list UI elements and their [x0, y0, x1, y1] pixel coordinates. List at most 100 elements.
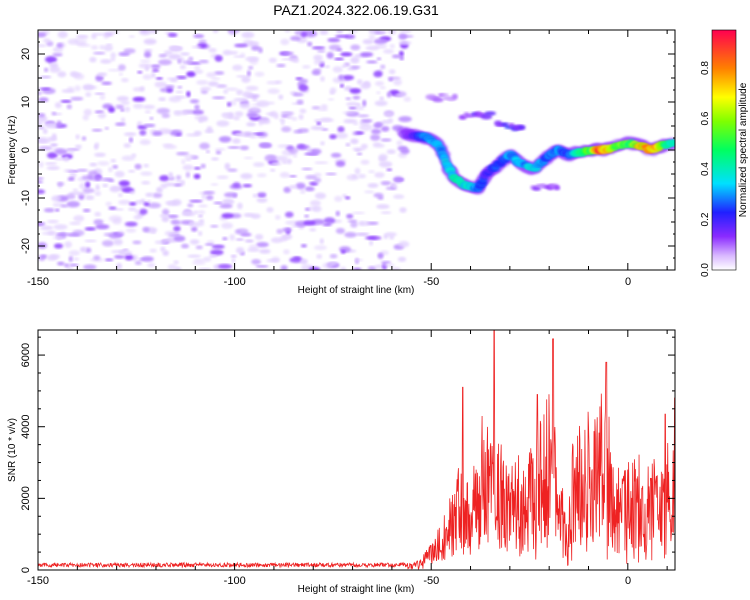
spectrogram-tick-x-0: -150: [27, 276, 49, 288]
noise-speckle: [152, 192, 163, 198]
noise-speckle: [280, 265, 288, 270]
noise-speckle: [231, 258, 236, 263]
snr-tick-y-2: 4000: [20, 414, 32, 438]
noise-speckle: [300, 244, 307, 248]
spectrogram-tick-x-1: -100: [224, 276, 246, 288]
noise-speckle: [122, 248, 129, 252]
noise-speckle: [158, 59, 172, 66]
noise-speckle: [179, 65, 186, 70]
noise-speckle: [303, 220, 316, 226]
noise-speckle: [39, 161, 44, 168]
noise-speckle: [186, 91, 191, 98]
noise-speckle: [334, 195, 343, 202]
noise-speckle: [338, 74, 344, 81]
noise-speckle: [162, 143, 174, 147]
noise-speckle: [320, 104, 328, 110]
noise-speckle: [313, 177, 322, 183]
noise-speckle: [356, 79, 363, 85]
noise-speckle: [268, 57, 277, 63]
noise-speckle: [180, 52, 190, 56]
noise-speckle: [233, 116, 240, 121]
noise-speckle: [280, 111, 294, 116]
noise-speckle: [189, 239, 200, 245]
noise-speckle: [311, 69, 321, 76]
noise-speckle: [376, 91, 381, 95]
noise-speckle: [307, 206, 320, 211]
noise-speckle: [123, 132, 137, 137]
noise-speckle: [198, 267, 212, 270]
noise-speckle: [51, 133, 57, 140]
colorbar-gradient: [712, 30, 736, 270]
noise-speckle: [313, 54, 323, 61]
noise-speckle: [164, 201, 179, 205]
noise-speckle: [168, 172, 174, 179]
noise-speckle: [355, 131, 365, 135]
noise-speckle: [342, 111, 356, 115]
noise-speckle: [223, 192, 238, 198]
snr-ticks: [37, 330, 675, 571]
noise-speckle: [371, 128, 382, 135]
noise-speckle: [205, 150, 210, 154]
noise-speckle: [335, 132, 348, 139]
noise-speckle: [38, 126, 45, 130]
noise-speckle: [358, 114, 370, 118]
noise-speckle: [134, 163, 142, 170]
noise-speckle: [139, 129, 147, 136]
noise-speckle: [255, 265, 269, 268]
noise-speckle: [160, 246, 166, 252]
noise-speckle: [348, 30, 359, 34]
noise-speckle: [256, 242, 269, 248]
noise-speckle: [389, 89, 400, 96]
noise-speckle: [328, 98, 335, 101]
noise-speckle: [252, 193, 258, 198]
colorbar-tick-1: 0.2: [700, 212, 711, 226]
noise-speckle: [97, 112, 107, 119]
noise-speckle: [115, 208, 124, 211]
noise-speckle: [373, 122, 382, 129]
noise-speckle: [383, 234, 388, 240]
noise-speckle: [176, 175, 182, 181]
noise-speckle: [376, 57, 382, 61]
noise-speckle: [259, 249, 271, 254]
noise-speckle: [246, 112, 258, 118]
noise-speckle: [279, 236, 288, 242]
noise-speckle: [110, 52, 116, 59]
noise-speckle: [395, 93, 403, 97]
noise-speckle: [198, 39, 207, 44]
noise-speckle: [369, 240, 374, 246]
noise-speckle: [164, 230, 178, 236]
noise-speckle: [214, 147, 226, 151]
noise-speckle: [128, 137, 134, 143]
noise-speckle: [118, 52, 130, 57]
noise-speckle: [374, 31, 387, 35]
noise-speckle: [189, 220, 194, 227]
noise-speckle: [319, 238, 324, 245]
noise-speckle: [118, 199, 131, 205]
noise-speckle: [346, 101, 360, 107]
noise-speckle: [293, 256, 302, 260]
noise-speckle: [104, 126, 109, 130]
noise-speckle: [93, 51, 106, 55]
noise-speckle: [163, 50, 173, 56]
noise-speckle: [252, 132, 265, 136]
noise-speckle: [147, 202, 161, 209]
noise-speckle: [43, 38, 51, 43]
noise-speckle: [223, 89, 229, 94]
noise-speckle: [236, 89, 244, 96]
spectrogram-tick-x-3: 0: [625, 276, 631, 288]
noise-speckle: [393, 79, 402, 86]
noise-speckle: [103, 44, 114, 52]
noise-speckle: [206, 72, 217, 78]
noise-speckle: [38, 139, 51, 144]
noise-speckle: [377, 252, 384, 259]
noise-speckle: [256, 100, 270, 107]
noise-speckle: [132, 254, 138, 262]
noise-speckle: [362, 39, 374, 45]
noise-speckle: [81, 136, 87, 141]
noise-speckle: [193, 34, 205, 38]
noise-speckle: [159, 214, 167, 218]
noise-speckle: [355, 232, 370, 236]
noise-speckle: [53, 243, 64, 249]
noise-speckle: [289, 185, 298, 189]
noise-speckle: [372, 143, 385, 148]
